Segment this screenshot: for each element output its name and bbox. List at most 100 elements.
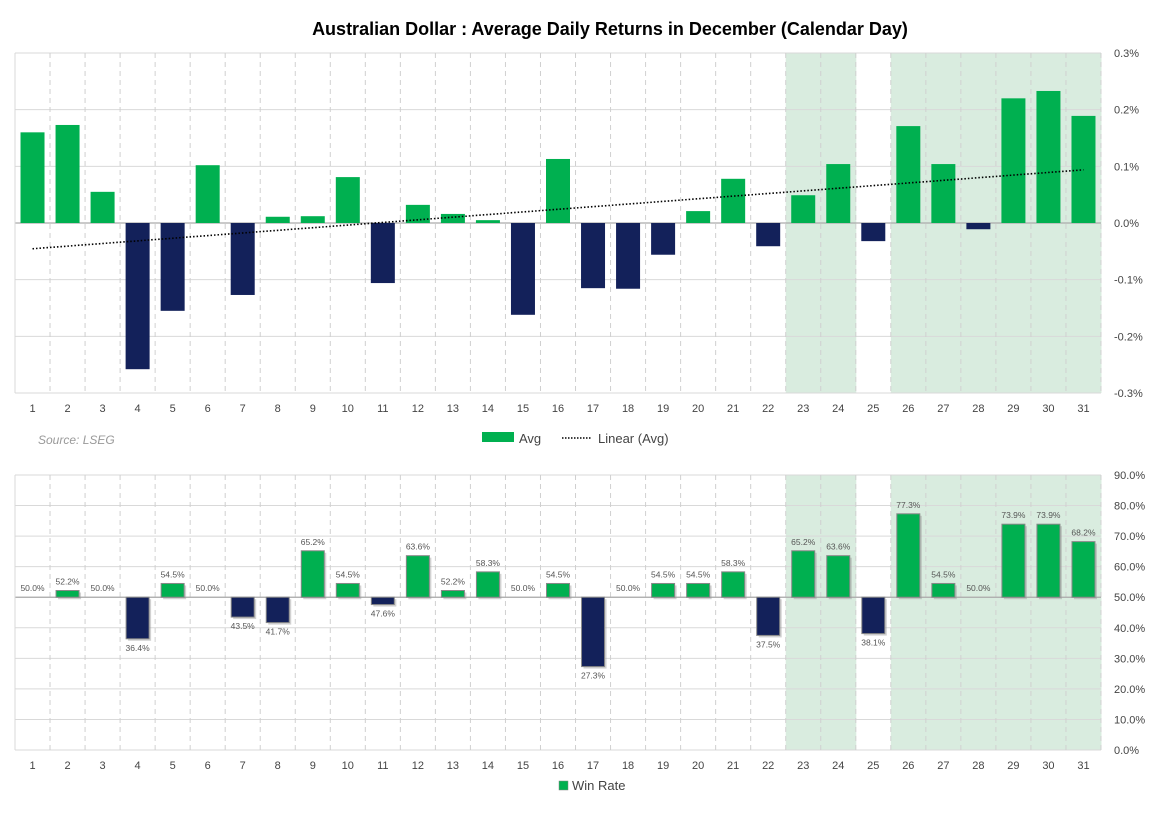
y-tick-label: -0.1% bbox=[1114, 275, 1143, 287]
data-label: 50.0% bbox=[196, 583, 221, 593]
bar bbox=[370, 223, 395, 284]
x-tick-label: 17 bbox=[587, 760, 599, 772]
x-tick-label: 6 bbox=[205, 403, 211, 415]
x-tick-label: 15 bbox=[517, 760, 529, 772]
data-label: 50.0% bbox=[20, 583, 45, 593]
x-tick-label: 31 bbox=[1077, 760, 1089, 772]
bar bbox=[55, 590, 80, 598]
data-label: 63.6% bbox=[406, 542, 431, 552]
y-tick-label: 10.0% bbox=[1114, 714, 1145, 726]
bar bbox=[1001, 523, 1026, 598]
shaded-region bbox=[820, 475, 857, 750]
win-rate-chart: 90.0%80.0%70.0%60.0%50.0%40.0%30.0%20.0%… bbox=[14, 470, 1145, 772]
bar bbox=[931, 582, 956, 598]
data-label: 47.6% bbox=[371, 609, 396, 619]
shaded-region bbox=[925, 475, 962, 750]
y-tick-label: 20.0% bbox=[1114, 684, 1145, 696]
x-tick-label: 4 bbox=[135, 760, 141, 772]
x-tick-label: 5 bbox=[170, 403, 176, 415]
bar bbox=[230, 223, 255, 295]
legend-linear-label: Linear (Avg) bbox=[598, 431, 669, 446]
data-label: 54.5% bbox=[161, 569, 186, 579]
x-tick-label: 10 bbox=[342, 403, 354, 415]
y-tick-label: 70.0% bbox=[1114, 531, 1145, 543]
y-tick-label: 0.0% bbox=[1114, 218, 1139, 230]
y-tick-label: 0.0% bbox=[1114, 745, 1139, 757]
legend-winrate-swatch bbox=[558, 780, 569, 791]
bar bbox=[440, 213, 465, 223]
data-label: 54.5% bbox=[546, 569, 571, 579]
x-tick-label: 7 bbox=[240, 760, 246, 772]
x-tick-label: 15 bbox=[517, 403, 529, 415]
bar bbox=[966, 223, 991, 230]
source-note: Source: LSEG bbox=[38, 433, 115, 447]
chart-title: Australian Dollar : Average Daily Return… bbox=[312, 19, 908, 39]
bar bbox=[125, 223, 150, 370]
bar bbox=[195, 165, 220, 223]
data-label: 27.3% bbox=[581, 671, 606, 681]
shaded-region bbox=[960, 475, 997, 750]
x-tick-label: 9 bbox=[310, 403, 316, 415]
data-label: 52.2% bbox=[441, 577, 466, 587]
bar bbox=[861, 223, 886, 242]
x-tick-label: 27 bbox=[937, 403, 949, 415]
y-tick-label: 0.3% bbox=[1114, 48, 1139, 60]
y-tick-label: 50.0% bbox=[1114, 592, 1145, 604]
bar bbox=[826, 555, 851, 598]
bar bbox=[1036, 90, 1061, 223]
data-label: 50.0% bbox=[966, 583, 991, 593]
bar bbox=[546, 158, 570, 223]
bar bbox=[90, 191, 115, 223]
data-label: 36.4% bbox=[126, 643, 151, 653]
x-tick-label: 23 bbox=[797, 760, 809, 772]
bar bbox=[651, 582, 676, 598]
bar bbox=[440, 590, 465, 598]
bar bbox=[475, 220, 500, 223]
x-tick-label: 16 bbox=[552, 403, 564, 415]
x-tick-label: 11 bbox=[377, 403, 388, 415]
data-label: 50.0% bbox=[511, 583, 536, 593]
bar bbox=[55, 124, 80, 223]
bar bbox=[756, 223, 781, 247]
data-label: 63.6% bbox=[826, 542, 851, 552]
data-label: 73.9% bbox=[1001, 510, 1026, 520]
bar bbox=[230, 596, 255, 618]
bar bbox=[721, 571, 746, 598]
bar bbox=[791, 195, 816, 223]
shaded-region bbox=[995, 475, 1032, 750]
x-tick-label: 1 bbox=[29, 760, 35, 772]
x-tick-label: 27 bbox=[937, 760, 949, 772]
x-tick-label: 21 bbox=[727, 760, 739, 772]
data-label: 41.7% bbox=[266, 627, 291, 637]
bar bbox=[616, 223, 641, 289]
x-tick-label: 18 bbox=[622, 403, 634, 415]
bar bbox=[125, 596, 150, 640]
y-tick-label: 60.0% bbox=[1114, 562, 1145, 574]
bar bbox=[651, 223, 676, 255]
x-tick-label: 26 bbox=[902, 760, 914, 772]
bar bbox=[475, 571, 500, 598]
x-tick-label: 20 bbox=[692, 760, 704, 772]
x-tick-label: 2 bbox=[64, 760, 70, 772]
bar bbox=[1071, 541, 1096, 598]
bar bbox=[335, 177, 360, 223]
y-tick-label: -0.2% bbox=[1114, 331, 1143, 343]
bar bbox=[686, 211, 711, 223]
x-tick-label: 31 bbox=[1077, 403, 1089, 415]
data-label: 38.1% bbox=[861, 638, 886, 648]
shaded-region bbox=[1065, 475, 1102, 750]
x-tick-label: 5 bbox=[170, 760, 176, 772]
x-tick-label: 25 bbox=[867, 403, 879, 415]
x-tick-label: 12 bbox=[412, 760, 424, 772]
bar bbox=[265, 216, 290, 223]
bar bbox=[335, 582, 360, 598]
x-tick-label: 16 bbox=[552, 760, 564, 772]
bar bbox=[265, 596, 290, 624]
data-label: 37.5% bbox=[756, 639, 781, 649]
x-tick-label: 3 bbox=[100, 403, 106, 415]
x-tick-label: 12 bbox=[412, 403, 424, 415]
x-tick-label: 3 bbox=[100, 760, 106, 772]
trendline bbox=[32, 169, 1084, 250]
data-label: 54.5% bbox=[336, 569, 361, 579]
